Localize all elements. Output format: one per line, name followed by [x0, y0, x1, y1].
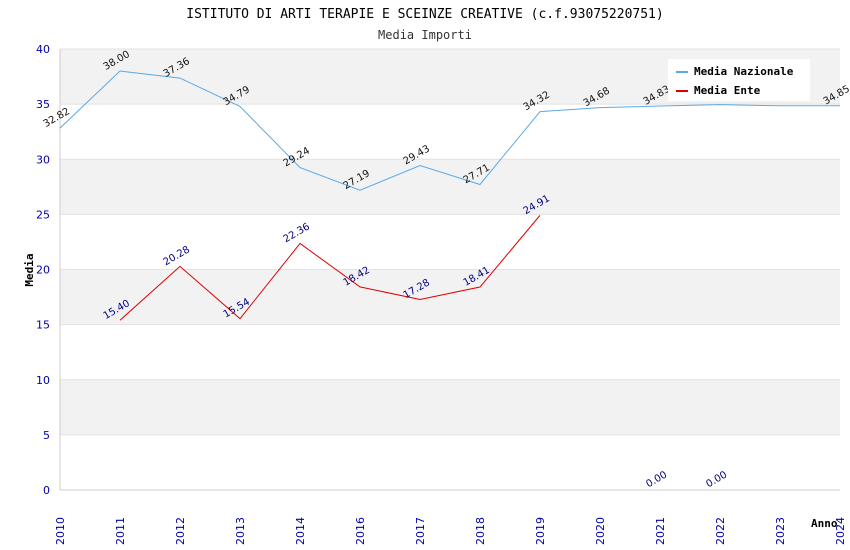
x-axis-label: Anno: [811, 517, 838, 530]
series-lines: [59, 70, 840, 321]
grid-band: [60, 269, 840, 325]
grid-band: [60, 434, 840, 490]
series-line-1: [119, 215, 541, 321]
x-tick-label: 2018: [474, 517, 487, 545]
x-tick-label: 2023: [774, 517, 787, 545]
chart-title: ISTITUTO DI ARTI TERAPIE E SCEINZE CREAT…: [186, 7, 663, 22]
grid-band: [60, 104, 840, 160]
y-tick-label: 30: [36, 153, 50, 166]
x-tick-label: 2021: [654, 517, 667, 545]
x-tick-label: 2010: [54, 517, 67, 545]
x-tick-label: 2022: [714, 517, 727, 545]
x-tick-label: 2019: [534, 517, 547, 545]
chart-subtitle: Media Importi: [378, 28, 472, 42]
x-tick-label: 2017: [414, 517, 427, 545]
y-tick-label: 20: [36, 264, 50, 277]
x-tick-label: 2024: [834, 517, 847, 545]
grid-band: [60, 324, 840, 380]
y-axis-ticks: 0 5 10 15 20 25 30 35 40: [36, 43, 50, 497]
grid-bands: [59, 48, 840, 491]
series-line-0: [59, 70, 840, 191]
y-axis-label: Media: [23, 253, 36, 286]
legend-box: [668, 59, 810, 101]
y-tick-label: 10: [36, 374, 50, 387]
y-tick-label: 35: [36, 98, 50, 111]
x-tick-label: 2016: [354, 517, 367, 545]
x-tick-label: 2011: [114, 517, 127, 545]
x-tick-label: 2013: [234, 517, 247, 545]
grid-band: [60, 379, 840, 435]
x-axis-ticks: 2010 2011 2012 2013 2014 2016 2017 2018 2019 2020…: [54, 517, 847, 545]
grid-band: [60, 214, 840, 270]
legend: Media Nazionale Media Ente: [668, 59, 810, 101]
y-tick-label: 25: [36, 208, 50, 221]
x-tick-label: 2014: [294, 517, 307, 545]
y-tick-label: 0: [43, 484, 50, 497]
y-tick-label: 40: [36, 43, 50, 56]
x-tick-label: 2012: [174, 517, 187, 545]
legend-label-nazionale: Media Nazionale: [694, 65, 794, 78]
grid-band: [60, 159, 840, 215]
y-tick-label: 15: [36, 319, 50, 332]
x-tick-label: 2020: [594, 517, 607, 545]
y-tick-label: 5: [43, 429, 50, 442]
legend-label-ente: Media Ente: [694, 84, 761, 97]
